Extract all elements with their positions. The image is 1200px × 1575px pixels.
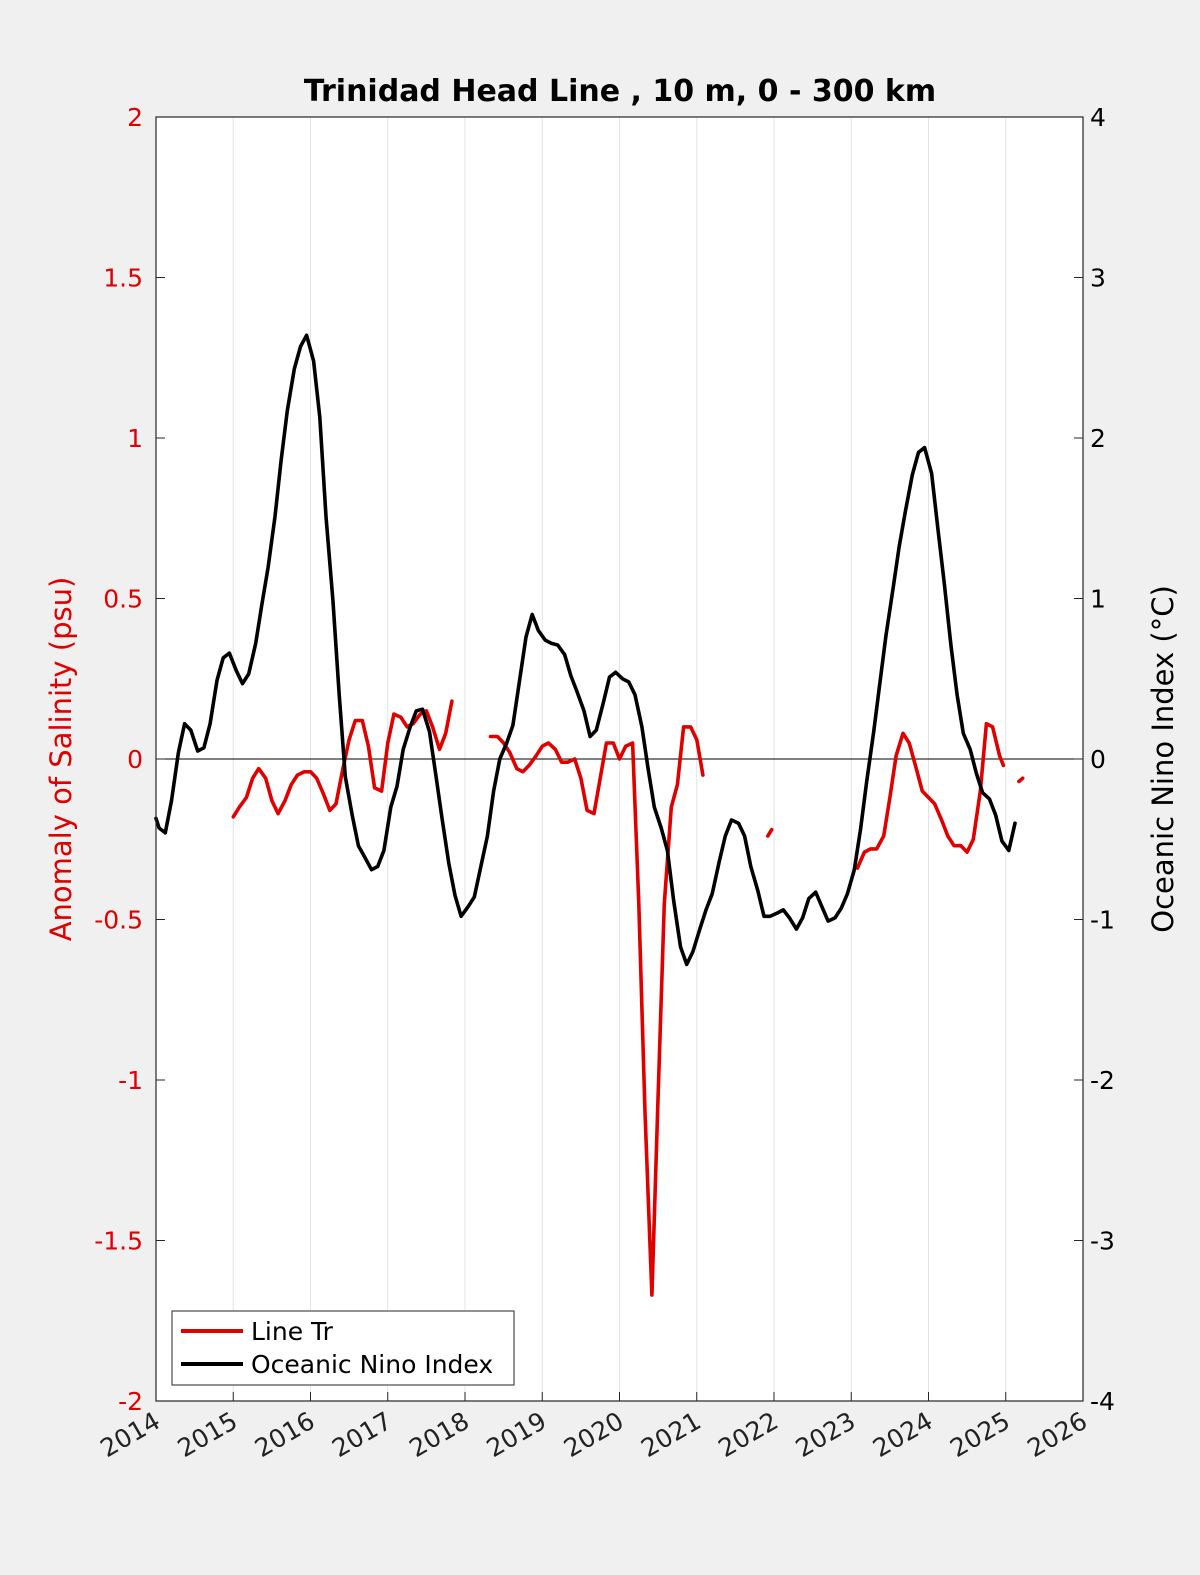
right-tick-label: -1: [1090, 906, 1115, 935]
right-tick-label: 4: [1090, 103, 1106, 132]
right-tick-label: -3: [1090, 1227, 1115, 1256]
series-segment-3: [855, 721, 1006, 870]
series-segment-0: [154, 333, 1017, 967]
right-axis-ticks: 4 3 2 1 0 -1 -2 -3 -4: [1074, 103, 1115, 1416]
left-tick-label: -0.5: [94, 906, 143, 935]
right-tick-label: 3: [1090, 264, 1106, 293]
legend: Line Tr Oceanic Nino Index: [171, 1310, 515, 1386]
legend-label-line-tr: Line Tr: [251, 1317, 334, 1346]
series-segment-4: [1017, 776, 1025, 784]
right-tick-label: 1: [1090, 585, 1106, 614]
left-tick-label: 2: [127, 103, 143, 132]
chart-title: Trinidad Head Line , 10 m, 0 - 300 km: [304, 74, 936, 109]
left-tick-label: 1.5: [103, 264, 143, 293]
right-tick-label: 2: [1090, 424, 1106, 453]
left-tick-label: -1.5: [94, 1227, 143, 1256]
left-tick-label: 1: [127, 424, 143, 453]
right-tick-label: 0: [1090, 745, 1106, 774]
series-segment-2: [765, 827, 774, 838]
right-axis-label: Oceanic Nino Index (°C): [1146, 585, 1180, 933]
left-tick-label: -2: [118, 1387, 143, 1416]
series-layer: [154, 333, 1025, 1297]
left-axis-ticks: 2 1.5 1 0.5 0 -0.5 -1 -1.5 -2: [94, 103, 165, 1416]
left-tick-label: -1: [118, 1066, 143, 1095]
legend-label-oni: Oceanic Nino Index: [251, 1350, 493, 1379]
legend-box: [171, 1310, 515, 1386]
left-axis-label: Anomaly of Salinity (psu): [44, 577, 78, 942]
series-oceanic-nino-index: [154, 333, 1017, 967]
left-tick-label: 0: [127, 745, 143, 774]
right-tick-label: -2: [1090, 1066, 1115, 1095]
right-tick-label: -4: [1090, 1387, 1115, 1416]
left-tick-label: 0.5: [103, 585, 143, 614]
